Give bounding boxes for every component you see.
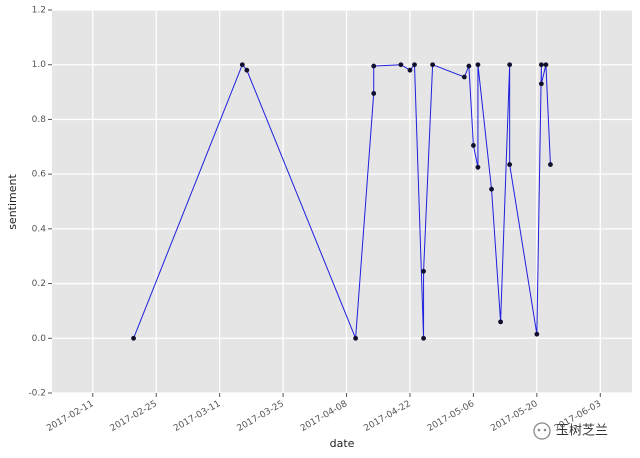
point: [398, 62, 404, 68]
point: [471, 143, 476, 148]
point: [461, 74, 467, 80]
point: [475, 164, 481, 170]
point: [407, 67, 413, 73]
x-tick-label: 2017-05-06: [426, 399, 477, 434]
point: [548, 162, 553, 167]
x-tick-label: 2017-04-22: [362, 399, 412, 434]
point: [371, 63, 377, 69]
point: [412, 62, 417, 68]
line: [133, 63, 551, 339]
point: [507, 162, 513, 167]
y-tick-label: 0.4: [32, 224, 47, 234]
point: [538, 62, 544, 68]
x-axis-title: date: [330, 437, 355, 450]
point: [131, 335, 136, 341]
point: [421, 268, 426, 274]
x-tick-label: 2017-03-11: [172, 399, 222, 434]
y-tick-label: -0.2: [28, 389, 46, 399]
x-tick-label: 2017-02-25: [109, 399, 159, 434]
point: [244, 67, 250, 73]
x-tick-label: 2017-04-08: [299, 399, 350, 434]
x-tick-label: 2017-03-25: [236, 399, 286, 434]
point: [353, 335, 358, 341]
point: [498, 319, 503, 325]
point: [466, 63, 472, 69]
point: [371, 91, 377, 96]
y-tick-label: 0.6: [32, 170, 47, 180]
point: [239, 62, 245, 68]
watermark-icon: [533, 422, 551, 440]
point: [507, 62, 513, 68]
y-tick-label: 1.0: [32, 60, 47, 70]
x-tick-label: 2017-05-20: [489, 399, 540, 434]
plot-background: [52, 10, 632, 393]
point: [534, 331, 540, 337]
point: [543, 62, 549, 68]
y-tick-label: 0.0: [32, 334, 47, 344]
point: [421, 335, 426, 341]
y-tick-label: 0.8: [32, 115, 47, 125]
point: [538, 81, 544, 87]
y-tick-label: 0.2: [32, 279, 46, 289]
y-tick-label: 1.2: [32, 6, 46, 16]
point: [489, 186, 494, 192]
x-tick-label: 2017-02-11: [45, 399, 95, 434]
point: [475, 62, 481, 68]
watermark: 玉树芝兰: [556, 423, 608, 439]
y-axis-title: sentiment: [6, 174, 19, 230]
point: [430, 62, 436, 68]
